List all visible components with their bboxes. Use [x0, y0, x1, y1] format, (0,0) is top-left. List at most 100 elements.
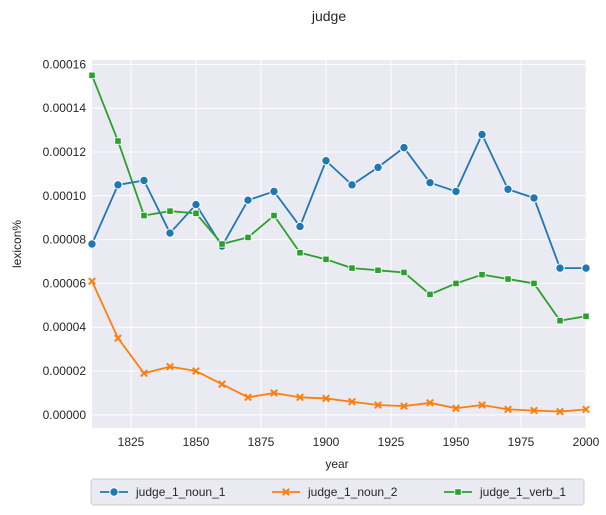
chart-title: judge	[311, 8, 346, 24]
marker-stroke	[218, 380, 226, 389]
series-group	[87, 71, 591, 416]
series-judge_1_noun_1	[87, 129, 591, 273]
grid-lines	[92, 60, 587, 428]
data-point	[582, 405, 590, 414]
data-point	[321, 156, 331, 166]
x-tick-label: 1975	[508, 435, 535, 449]
marker-stroke	[374, 401, 382, 409]
y-axis-label: lexicon%	[10, 220, 24, 268]
data-point	[452, 404, 460, 413]
plot-area	[92, 60, 586, 428]
marker-stroke	[426, 398, 434, 407]
data-point	[114, 334, 122, 343]
legend-marker	[454, 488, 462, 496]
series-line	[91, 280, 587, 413]
data-point	[425, 177, 435, 188]
data-point	[529, 193, 539, 203]
data-point	[452, 279, 460, 288]
marker-stroke	[140, 369, 148, 378]
data-point	[113, 180, 123, 190]
marker-stroke	[270, 389, 278, 397]
data-point	[504, 405, 512, 414]
data-point	[244, 233, 252, 242]
legend: judge_1_noun_1 judge_1_noun_2 judge_1_verb…	[90, 478, 585, 506]
x-tick-label: 1925	[378, 435, 405, 449]
data-point	[87, 239, 97, 249]
marker-stroke	[478, 401, 486, 409]
legend-label: judge_1_noun_1	[135, 485, 226, 499]
y-tick-label: 0.00016	[43, 57, 87, 71]
data-point	[556, 407, 564, 416]
data-point	[348, 397, 356, 406]
y-tick-label: 0.00000	[43, 408, 87, 422]
data-point	[88, 277, 96, 286]
legend-marker	[282, 488, 290, 496]
data-point	[269, 186, 279, 197]
data-point	[374, 266, 382, 274]
data-point	[426, 398, 434, 407]
data-point	[478, 271, 486, 279]
y-tick-label: 0.00006	[43, 276, 87, 290]
data-point	[295, 221, 305, 232]
data-point	[192, 367, 200, 375]
data-point	[218, 240, 226, 248]
marker-stroke	[452, 404, 460, 413]
y-tick-label: 0.00010	[43, 189, 87, 203]
x-tick-label: 2000	[573, 435, 600, 449]
series-judge_1_verb_1	[88, 71, 590, 325]
data-point	[373, 162, 383, 173]
x-tick-label: 1875	[248, 435, 275, 449]
marker-stroke	[114, 334, 122, 343]
data-point	[140, 369, 148, 378]
series-line	[91, 74, 587, 322]
marker-stroke	[504, 405, 512, 414]
data-point	[399, 142, 409, 153]
marker-stroke	[296, 393, 304, 402]
data-point	[191, 199, 201, 210]
x-tick-label: 1950	[443, 435, 470, 449]
data-point	[166, 362, 174, 371]
y-tick-label: 0.00012	[43, 145, 87, 159]
legend-box	[90, 478, 585, 506]
data-point	[374, 401, 382, 409]
data-point	[503, 184, 513, 194]
data-point	[243, 195, 253, 205]
legend-entry: judge_1_verb_1	[444, 485, 566, 499]
marker-stroke	[530, 406, 538, 415]
y-tick-label: 0.00008	[43, 233, 87, 247]
marker-stroke	[556, 407, 564, 416]
legend-entry: judge_1_noun_2	[272, 485, 398, 499]
data-point	[581, 263, 591, 273]
data-point	[400, 268, 408, 277]
data-point	[582, 312, 590, 320]
data-point	[140, 211, 148, 220]
data-point	[296, 393, 304, 402]
y-tick-label: 0.00014	[43, 101, 87, 115]
marker-stroke	[282, 488, 290, 496]
x-tick-label: 1850	[183, 435, 210, 449]
data-point	[477, 129, 487, 140]
data-point	[451, 186, 461, 197]
data-point	[400, 402, 408, 411]
marker-stroke	[192, 367, 200, 375]
data-point	[192, 209, 200, 217]
data-point	[555, 263, 565, 273]
data-point	[322, 255, 330, 263]
y-axis-ticks: 0.00000 0.00002 0.00004 0.00006 0.00008 0.000…	[43, 57, 87, 421]
data-point	[556, 317, 564, 325]
data-point	[270, 211, 278, 220]
data-point	[347, 180, 357, 190]
data-point	[426, 290, 434, 298]
legend-label: judge_1_noun_2	[307, 485, 398, 499]
x-tick-label: 1900	[313, 435, 340, 449]
y-tick-label: 0.00004	[43, 320, 87, 334]
data-point	[165, 228, 175, 238]
legend-entry: judge_1_noun_1	[100, 485, 226, 499]
data-point	[270, 389, 278, 397]
data-point	[530, 406, 538, 415]
data-point	[166, 207, 174, 215]
marker-stroke	[348, 397, 356, 406]
y-tick-label: 0.00002	[43, 364, 87, 378]
data-point	[296, 249, 304, 257]
